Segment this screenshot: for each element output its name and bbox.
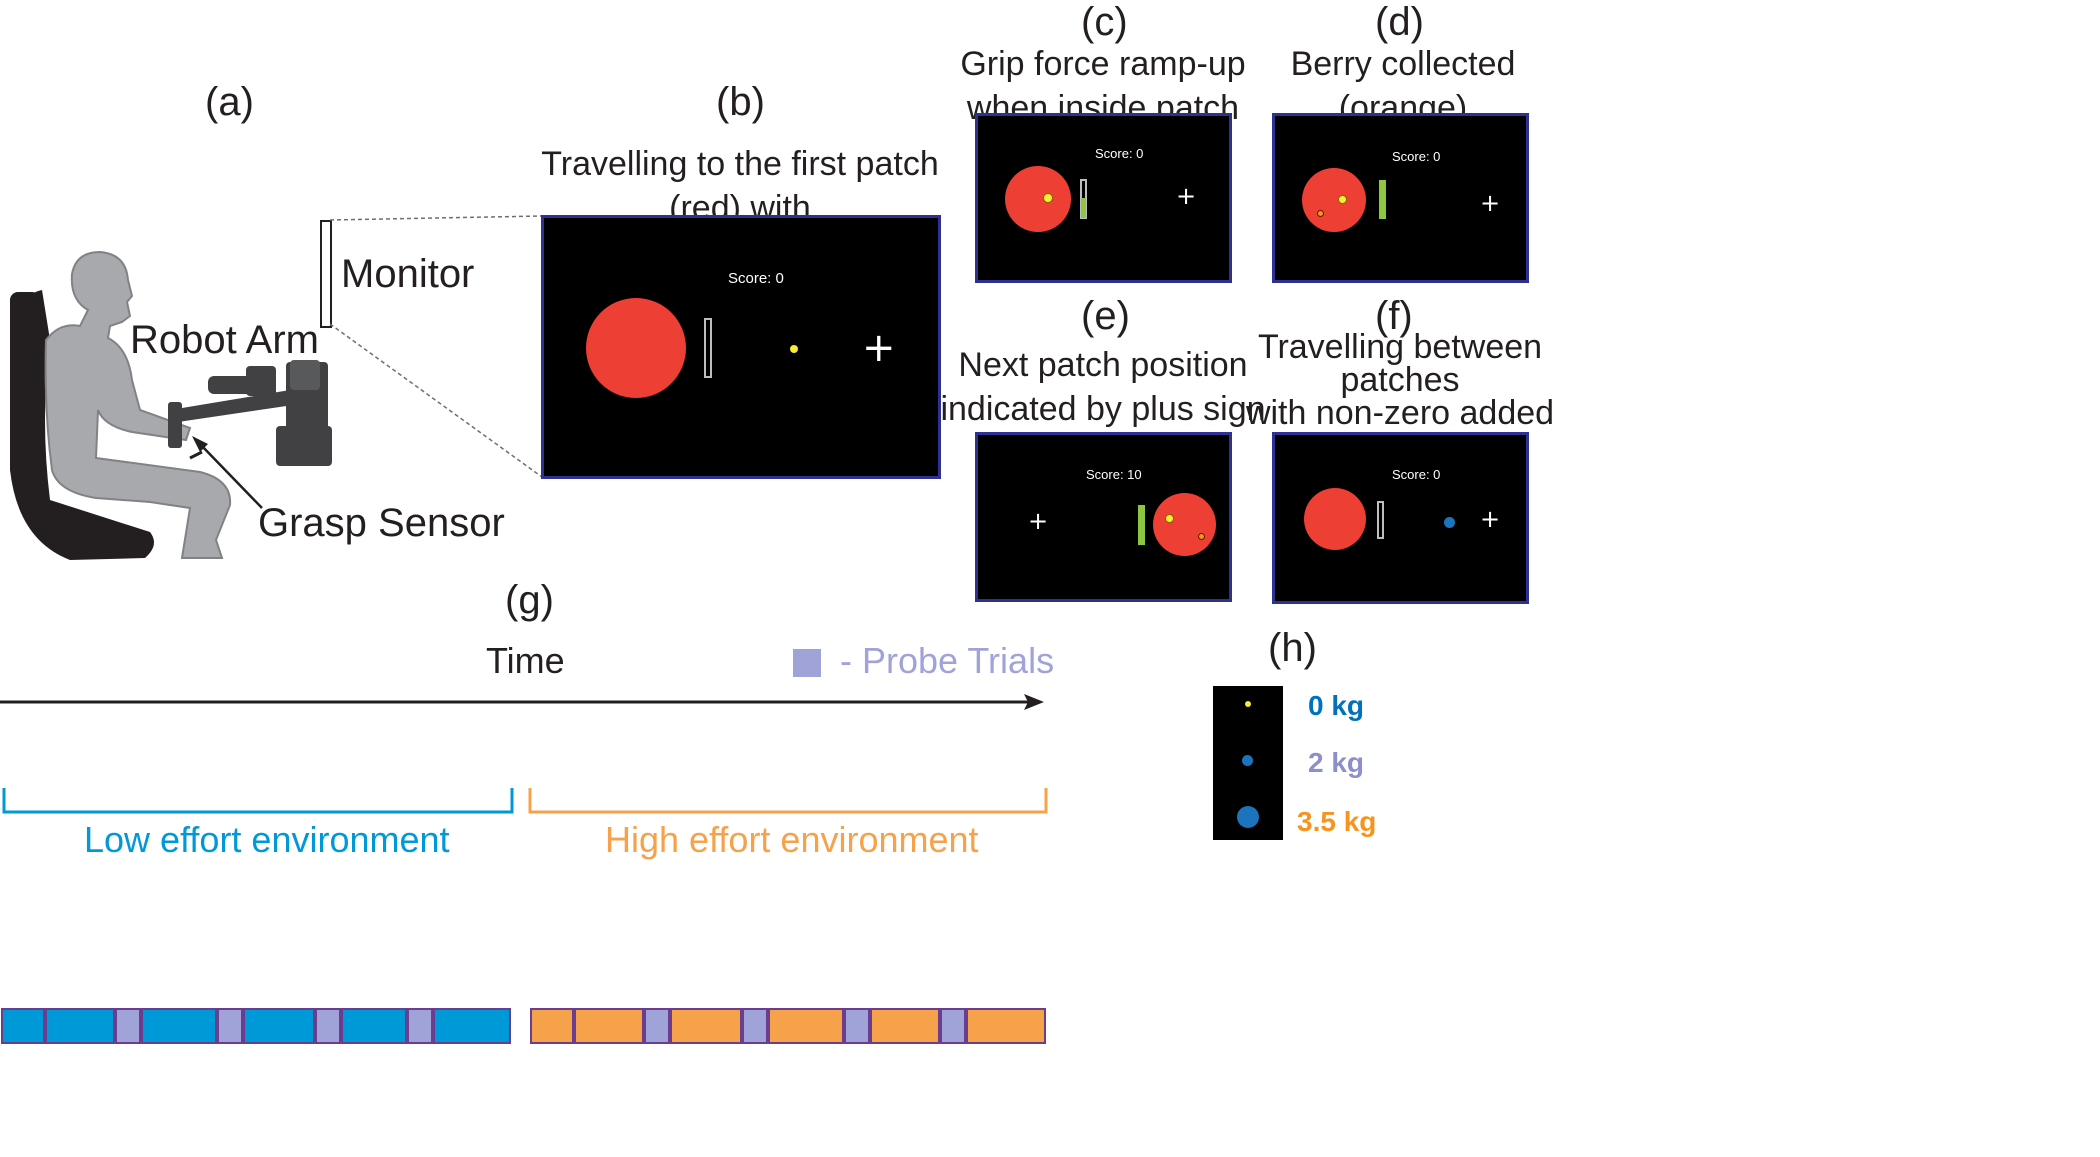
cursor-yellow <box>1165 514 1174 523</box>
caption-e: Next patch position indicated by plus si… <box>940 346 1266 428</box>
mass-label-0: 0 kg <box>1308 690 1365 721</box>
high-effort-trial-block <box>574 1008 644 1044</box>
cursor-yellow <box>1043 193 1053 203</box>
cursor-blue <box>1444 517 1455 528</box>
screen-d: Score: 0 + <box>1272 113 1529 283</box>
screen-c: Score: 0 + <box>975 113 1232 283</box>
low-effort-bracket <box>2 788 514 814</box>
patch <box>586 298 686 398</box>
robot-arm-link <box>170 390 300 422</box>
mass-legend-box <box>1213 686 1283 840</box>
berry-orange <box>1317 210 1324 217</box>
patch <box>1153 493 1216 556</box>
low-effort-trial-block <box>141 1008 217 1044</box>
low-effort-trial-block <box>341 1008 407 1044</box>
monitor-icon <box>320 220 332 328</box>
participant-illustration <box>10 250 332 560</box>
score-text: Score: 0 <box>728 270 784 287</box>
monitor-label: Monitor <box>341 252 475 296</box>
low-effort-trial-block <box>243 1008 315 1044</box>
patch <box>1304 488 1366 550</box>
grasp-sensor-label: Grasp Sensor <box>258 501 505 545</box>
screen-b: Score: 0 + <box>541 215 941 479</box>
score-text: Score: 10 <box>1086 467 1142 482</box>
cursor-yellow <box>790 345 798 353</box>
high-effort-trial-block <box>870 1008 940 1044</box>
score-text: Score: 0 <box>1392 467 1441 482</box>
low-effort-probe-trial <box>217 1008 243 1044</box>
panel-label-h: (h) <box>1268 626 1317 670</box>
cursor-3-5kg <box>1237 806 1259 828</box>
high-effort-trial-block <box>966 1008 1046 1044</box>
high-effort-probe-trial <box>644 1008 670 1044</box>
person-body <box>44 250 232 559</box>
mass-label-3-5: 3.5 kg <box>1297 806 1377 837</box>
screen-f: Score: 0 + <box>1272 432 1529 604</box>
time-label: Time <box>486 640 565 681</box>
high-effort-label: High effort environment <box>605 819 979 860</box>
panel-label-f: (f) <box>1375 294 1413 338</box>
patch <box>1302 168 1366 232</box>
plus-marker: + <box>1176 182 1197 210</box>
mass-label-2: 2 kg <box>1308 747 1365 778</box>
score-text: Score: 0 <box>1392 149 1441 164</box>
high-effort-probe-trial <box>940 1008 966 1044</box>
score-text: Score: 0 <box>1095 146 1144 161</box>
time-arrow <box>0 694 1044 710</box>
panel-label-d: (d) <box>1375 0 1424 44</box>
cursor-yellow <box>1338 195 1347 204</box>
plus-marker: + <box>862 325 896 371</box>
high-effort-trial-block <box>530 1008 574 1044</box>
low-effort-trial-block <box>45 1008 115 1044</box>
screen-e: Score: 10 + <box>975 432 1232 602</box>
cursor-0kg <box>1245 701 1251 707</box>
low-effort-probe-trial <box>115 1008 141 1044</box>
environment-brackets <box>2 788 1048 814</box>
plus-marker: + <box>1480 505 1501 533</box>
cursor-2kg <box>1242 755 1253 766</box>
probe-legend-label: - Probe Trials <box>840 640 1055 681</box>
force-bar <box>1377 501 1384 539</box>
panel-label-a: (a) <box>205 80 254 124</box>
force-bar-fill <box>1379 180 1386 219</box>
force-bar <box>704 318 712 378</box>
low-effort-trial-block <box>1 1008 45 1044</box>
low-effort-label: Low effort environment <box>84 819 450 860</box>
high-effort-probe-trial <box>844 1008 870 1044</box>
panel-label-b: (b) <box>716 80 765 124</box>
plus-marker: + <box>1480 189 1501 217</box>
probe-legend-swatch <box>793 649 821 677</box>
high-effort-trial-block <box>670 1008 742 1044</box>
force-bar-fill <box>1081 198 1086 218</box>
connector-lines <box>192 215 543 509</box>
panel-label-e: (e) <box>1081 294 1130 338</box>
berry-orange <box>1198 533 1205 540</box>
panel-label-g: (g) <box>505 578 554 622</box>
high-effort-probe-trial <box>742 1008 768 1044</box>
patch <box>1005 166 1071 232</box>
low-effort-probe-trial <box>315 1008 341 1044</box>
low-effort-probe-trial <box>407 1008 433 1044</box>
low-effort-trial-block <box>433 1008 511 1044</box>
robot-arm-label: Robot Arm <box>130 318 319 362</box>
plus-marker: + <box>1028 507 1049 535</box>
force-bar-fill <box>1138 505 1145 545</box>
high-effort-bracket <box>528 788 1048 814</box>
headrest <box>10 292 40 344</box>
panel-label-c: (c) <box>1081 0 1128 44</box>
high-effort-trial-block <box>768 1008 844 1044</box>
